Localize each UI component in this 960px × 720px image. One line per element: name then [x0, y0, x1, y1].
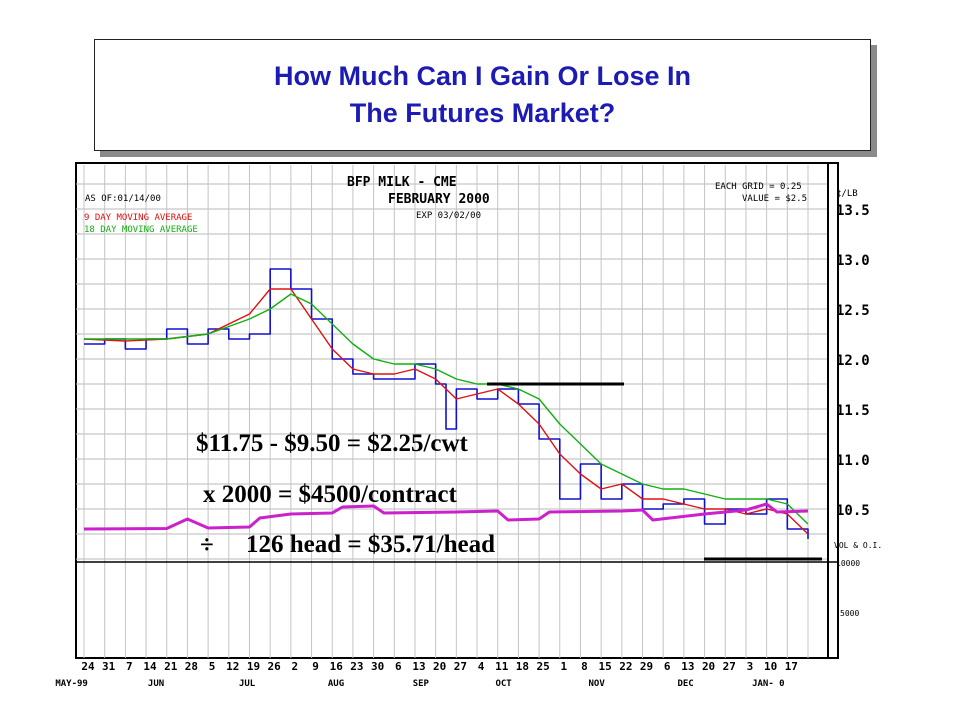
x-day-tick: 10: [764, 660, 777, 673]
divide-icon: ÷: [200, 532, 214, 559]
x-day-tick: 6: [395, 660, 402, 673]
x-month-tick: AUG: [328, 679, 344, 689]
y-tick-label: 13.0: [836, 253, 870, 269]
grid-note-2: VALUE = $2.5: [742, 194, 807, 204]
series-lines: [83, 268, 809, 539]
x-day-tick: 29: [640, 660, 653, 673]
as-of-label: AS OF:01/14/00: [85, 194, 161, 204]
x-day-tick: 19: [247, 660, 260, 673]
x-day-tick: 1: [560, 660, 567, 673]
chart-grid: [76, 165, 828, 658]
x-day-tick: 27: [723, 660, 736, 673]
x-day-tick: 15: [599, 660, 612, 673]
x-day-tick: 13: [681, 660, 694, 673]
chart-subtitle: FEBRUARY 2000: [388, 192, 490, 207]
x-day-tick: 26: [268, 660, 282, 673]
y-tick-label: 12.0: [836, 353, 870, 369]
x-day-tick: 6: [664, 660, 671, 673]
x-day-tick: 9: [312, 660, 319, 673]
series-volume-line: [83, 502, 809, 531]
volume-label: VOL & O.I.: [834, 541, 882, 550]
x-day-tick: 23: [350, 660, 363, 673]
annotation-contract: x 2000 = $4500/contract: [203, 481, 457, 508]
annotation-price-diff: $11.75 - $9.50 = $2.25/cwt: [196, 430, 469, 457]
x-day-tick: 4: [478, 660, 485, 673]
x-day-tick: 13: [412, 660, 425, 673]
annotation-per-head: 126 head = $35.71/head: [246, 531, 495, 558]
volume-tick-10000: 10000: [836, 559, 860, 568]
x-day-tick: 30: [371, 660, 384, 673]
y-tick-label: 10.5: [836, 503, 870, 519]
x-day-tick: 2: [292, 660, 299, 673]
volume-tick-5000: 5000: [840, 609, 859, 618]
y-tick-label: 12.5: [836, 303, 870, 319]
x-day-tick: 20: [433, 660, 446, 673]
x-month-tick: MAY-99: [55, 679, 88, 689]
x-day-tick: 14: [143, 660, 157, 673]
x-day-tick: 12: [226, 660, 239, 673]
y-axis-label: ¢/LB: [836, 189, 858, 199]
legend-9day: 9 DAY MOVING AVERAGE: [84, 213, 192, 223]
y-tick-label: 11.0: [836, 453, 870, 469]
x-day-tick: 17: [785, 660, 798, 673]
x-day-tick: 21: [164, 660, 178, 673]
x-day-tick: 3: [747, 660, 754, 673]
x-month-tick: DEC: [677, 679, 693, 689]
x-day-tick: 31: [102, 660, 116, 673]
x-day-tick: 18: [516, 660, 529, 673]
x-day-tick: 28: [185, 660, 198, 673]
x-tick-labels: 24 31 7 14 21 28 5 12 19 26 2 9 16 23 30 6 13 20 27 4 11 18 25…: [55, 660, 798, 689]
x-day-tick: 20: [702, 660, 715, 673]
y-tick-labels: 13.5 13.0 12.5 12.0 11.5 11.0 10.5: [836, 203, 870, 519]
x-month-tick: JUL: [239, 679, 256, 689]
x-day-tick: 27: [454, 660, 467, 673]
x-month-tick: SEP: [413, 679, 430, 689]
y-tick-label: 11.5: [836, 403, 870, 419]
slide-title-box: How Much Can I Gain Or Lose In The Futur…: [94, 39, 871, 151]
legend-18day: 18 DAY MOVING AVERAGE: [84, 225, 198, 235]
x-month-tick: JUN: [148, 679, 164, 689]
grid-note-1: EACH GRID = 0.25: [715, 182, 802, 192]
y-tick-label: 13.5: [836, 203, 870, 219]
chart-title: BFP MILK - CME: [347, 175, 457, 190]
expiry-label: EXP 03/02/00: [416, 211, 481, 221]
slide-title-line-2: The Futures Market?: [349, 98, 616, 128]
series-ma9-line: [83, 288, 809, 535]
x-day-tick: 7: [126, 660, 133, 673]
x-month-tick: JAN- 0: [752, 679, 785, 689]
slide-title-line-1: How Much Can I Gain Or Lose In: [273, 61, 692, 91]
x-day-tick: 11: [495, 660, 509, 673]
x-day-tick: 22: [619, 660, 632, 673]
x-day-tick: 25: [536, 660, 549, 673]
series-price-line: [84, 268, 809, 539]
x-day-tick: 5: [209, 660, 216, 673]
x-day-tick: 16: [330, 660, 344, 673]
x-month-tick: OCT: [495, 679, 512, 689]
x-month-tick: NOV: [589, 679, 606, 689]
x-day-tick: 8: [581, 660, 588, 673]
x-day-tick: 24: [81, 660, 95, 673]
